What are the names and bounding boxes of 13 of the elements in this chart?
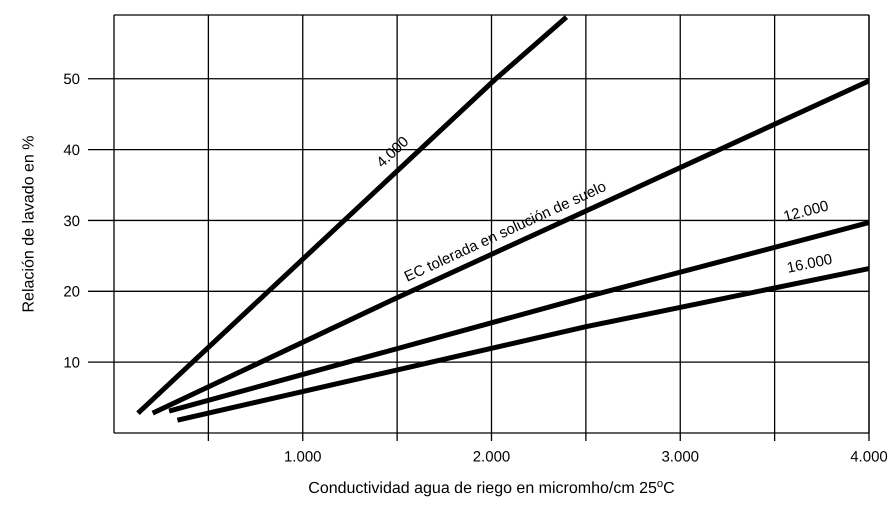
y-tick-label: 50	[63, 71, 80, 88]
x-tick-label: 1.000	[284, 448, 322, 466]
text: 12.000	[782, 197, 830, 226]
x-tick-label: 3.000	[661, 448, 700, 466]
text: 16.000	[785, 250, 834, 277]
y-tick-label: 10	[63, 354, 80, 372]
x-tick-label: 4.000	[850, 448, 888, 466]
x-axis-title: Conductividad agua de riego en micromho/cm 25$^{o}$C	[308, 478, 675, 497]
y-tick-label: 20	[63, 284, 80, 301]
y-tick-label: 30	[63, 212, 80, 230]
y-axis-title: Relación de lavado en %	[20, 135, 38, 313]
x-tick-label: 2.000	[472, 448, 510, 466]
y-tick-label: 40	[63, 142, 80, 159]
